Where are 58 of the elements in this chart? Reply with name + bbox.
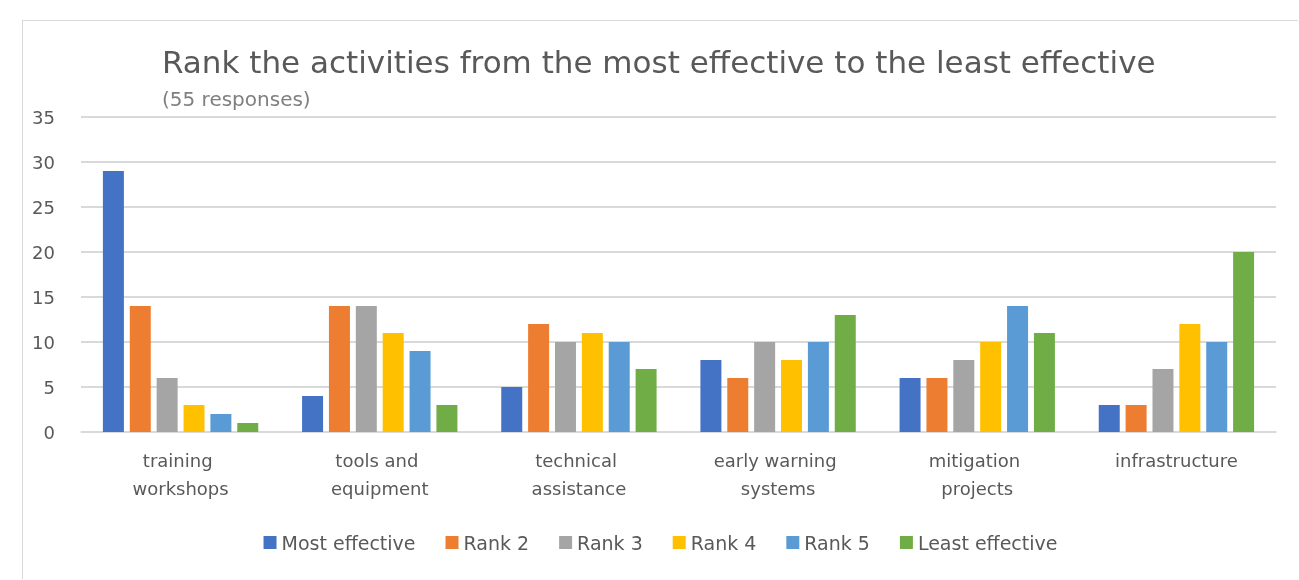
bar [953,360,975,432]
bar [1098,405,1120,432]
bar [355,306,377,432]
bar [102,171,124,432]
bar [807,342,829,432]
bar [754,342,776,432]
legend-label: Most effective [281,531,416,554]
x-tick-label: tools and equipment [331,449,429,499]
bar [183,405,205,432]
bar [581,333,603,432]
x-tick-label: infrastructure [1114,449,1238,471]
y-tick-label: 20 [32,241,55,263]
bar [528,324,550,432]
bar [237,423,259,432]
bar [635,369,657,432]
legend-label: Rank 5 [804,531,870,554]
legend-label: Rank 3 [577,531,643,554]
bar [156,378,178,432]
x-tick-label: training workshops [132,449,229,499]
bar [328,306,350,432]
legend-label: Rank 4 [690,531,757,554]
bar [608,342,630,432]
x-tick-label: technical assistance [531,449,627,499]
bar [436,405,458,432]
bar [409,351,431,432]
bar [302,396,324,432]
bar [1007,306,1029,432]
chart-subtitle: (55 responses) [162,87,311,111]
bar [501,387,523,432]
y-tick-label: 5 [43,376,55,398]
bar [980,342,1002,432]
bar [210,414,232,432]
bar [727,378,749,432]
x-tick-label: early warning systems [713,449,843,499]
y-tick-label: 15 [32,286,55,308]
y-tick-label: 25 [32,196,55,218]
y-tick-label: 10 [32,331,55,353]
bar [926,378,948,432]
bar [899,378,921,432]
bar [781,360,803,432]
bar [382,333,404,432]
y-tick-label: 30 [32,151,55,173]
chart-title: Rank the activities from the most effective to the least effective [162,43,1156,80]
x-tick-label: mitigation projects [928,449,1026,499]
bar [1033,333,1055,432]
legend-label: Least effective [917,531,1058,554]
bar [700,360,722,432]
bar [1179,324,1201,432]
bar [1152,369,1174,432]
y-tick-label: 0 [43,421,55,443]
bar [834,315,856,432]
bar [129,306,151,432]
bar [1125,405,1147,432]
bar [554,342,576,432]
bar [1233,252,1255,432]
y-tick-label: 35 [32,106,55,128]
legend-label: Rank 2 [463,531,530,554]
bar [1206,342,1228,432]
